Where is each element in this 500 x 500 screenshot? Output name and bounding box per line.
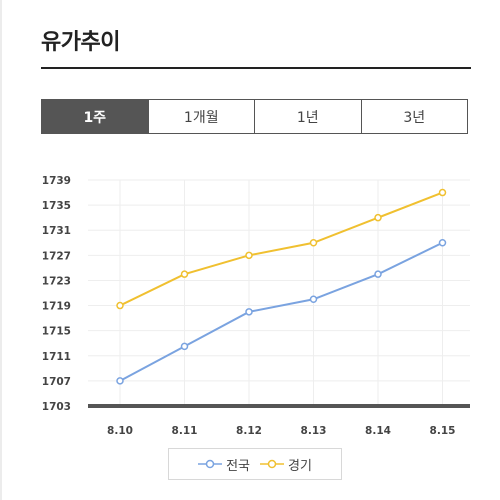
data-point-gyeonggi [374, 213, 382, 222]
x-tick-label: 8.13 [301, 425, 327, 437]
oil-price-line-chart: 1703 1707 1711 1715 1719 1723 1727 1731 1735 1739… [42, 175, 470, 437]
data-point-gyeonggi [245, 251, 253, 260]
tab-1-week[interactable]: 1주 [42, 100, 148, 133]
y-tick-label: 1715 [42, 326, 71, 338]
data-point-nationwide [309, 295, 318, 304]
chart-legend: 전국 경기 [168, 448, 342, 480]
y-tick-label: 1719 [42, 301, 71, 313]
data-point-gyeonggi [116, 301, 124, 310]
tab-1-year[interactable]: 1년 [254, 100, 361, 133]
series-line-gyeonggi [119, 191, 443, 307]
legend-label-nationwide: 전국 [226, 458, 250, 474]
x-tick-label: 8.14 [365, 425, 391, 437]
data-point-gyeonggi [438, 188, 447, 197]
left-border [0, 0, 2, 500]
y-tick-label: 1735 [42, 200, 71, 212]
series-line-nationwide [119, 241, 443, 382]
tab-3-year[interactable]: 3년 [360, 100, 467, 133]
data-point-nationwide [180, 342, 189, 351]
data-point-gyeonggi [180, 270, 189, 278]
y-tick-label: 1707 [42, 376, 71, 388]
legend-item-gyeonggi[interactable]: 경기 [260, 455, 312, 474]
period-tabs: 1주 1개월 1년 3년 [41, 99, 468, 134]
legend-label-gyeonggi: 경기 [288, 458, 312, 474]
data-point-nationwide [438, 239, 447, 247]
y-tick-label: 1739 [42, 175, 71, 187]
data-point-nationwide [116, 377, 124, 385]
legend-line-marker-icon [198, 459, 223, 469]
legend-item-nationwide[interactable]: 전국 [198, 455, 250, 474]
data-point-nationwide [374, 270, 382, 278]
data-point-nationwide [245, 308, 253, 316]
y-tick-label: 1711 [42, 351, 71, 363]
y-tick-label: 1731 [42, 225, 71, 237]
x-tick-label: 8.11 [172, 425, 198, 437]
x-tick-label: 8.10 [107, 425, 133, 437]
tab-1-month[interactable]: 1개월 [147, 100, 254, 133]
x-tick-label: 8.15 [430, 425, 456, 437]
page-title: 유가추이 [41, 30, 120, 55]
data-point-gyeonggi [309, 239, 318, 247]
y-tick-label: 1727 [42, 250, 71, 262]
x-tick-label: 8.12 [236, 425, 262, 437]
y-tick-label: 1723 [42, 275, 71, 287]
legend-line-marker-icon [260, 459, 284, 469]
y-tick-label: 1703 [42, 401, 71, 413]
title-divider [41, 67, 471, 69]
